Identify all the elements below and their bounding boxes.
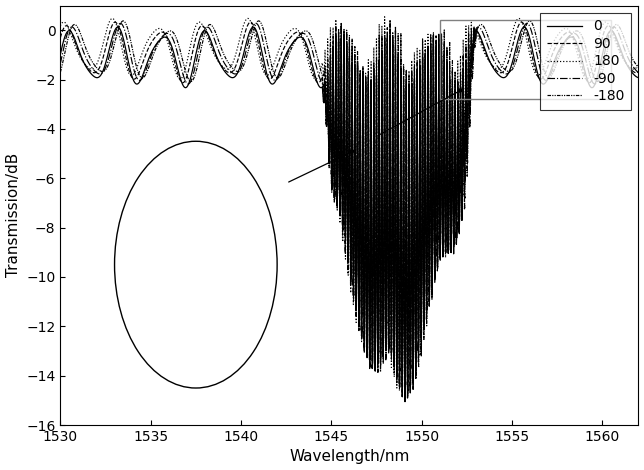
Legend: 0, 90, 180, -90, -180: 0, 90, 180, -90, -180 bbox=[540, 13, 632, 110]
-180 bbox=[255, 18, 263, 24]
90 bbox=[401, 395, 409, 401]
-90 bbox=[266, 68, 274, 73]
-180 bbox=[399, 354, 406, 360]
-180 bbox=[634, 65, 642, 70]
Y-axis label: Transmission/dB: Transmission/dB bbox=[6, 153, 21, 277]
Line: 180: 180 bbox=[61, 17, 638, 396]
-90 bbox=[404, 393, 412, 399]
Line: -90: -90 bbox=[61, 21, 638, 396]
0 bbox=[634, 75, 642, 80]
90 bbox=[516, 20, 524, 26]
90 bbox=[399, 385, 406, 391]
-180 bbox=[57, 70, 64, 75]
180 bbox=[266, 70, 274, 76]
Line: 90: 90 bbox=[61, 22, 638, 398]
180 bbox=[516, 16, 524, 22]
180 bbox=[57, 23, 64, 29]
90 bbox=[111, 19, 119, 25]
Bar bbox=[440, 20, 611, 99]
180 bbox=[634, 62, 642, 68]
-180 bbox=[266, 55, 274, 60]
180 bbox=[399, 367, 406, 373]
0 bbox=[249, 24, 257, 30]
90 bbox=[634, 69, 642, 75]
0 bbox=[485, 57, 493, 63]
0 bbox=[401, 399, 409, 405]
0 bbox=[57, 52, 64, 57]
-90 bbox=[86, 61, 93, 67]
-180 bbox=[516, 45, 524, 51]
180 bbox=[399, 393, 406, 399]
-90 bbox=[57, 61, 64, 66]
-90 bbox=[516, 37, 524, 42]
-90 bbox=[386, 18, 394, 24]
X-axis label: Wavelength/nm: Wavelength/nm bbox=[289, 449, 410, 464]
-180 bbox=[485, 37, 493, 42]
Line: -180: -180 bbox=[61, 21, 638, 390]
180 bbox=[381, 14, 388, 20]
-90 bbox=[399, 368, 406, 374]
90 bbox=[57, 35, 64, 40]
-180 bbox=[406, 387, 414, 393]
0 bbox=[424, 105, 431, 111]
180 bbox=[424, 90, 431, 96]
0 bbox=[399, 378, 406, 384]
-90 bbox=[634, 70, 642, 75]
0 bbox=[516, 31, 524, 37]
90 bbox=[266, 76, 274, 82]
-90 bbox=[424, 99, 431, 104]
-180 bbox=[424, 114, 431, 120]
90 bbox=[86, 67, 93, 73]
180 bbox=[86, 65, 93, 71]
-90 bbox=[485, 47, 493, 52]
90 bbox=[424, 97, 431, 102]
0 bbox=[86, 69, 93, 75]
90 bbox=[485, 58, 493, 63]
Line: 0: 0 bbox=[61, 27, 638, 402]
0 bbox=[266, 79, 274, 85]
180 bbox=[485, 58, 493, 64]
-180 bbox=[86, 54, 93, 60]
